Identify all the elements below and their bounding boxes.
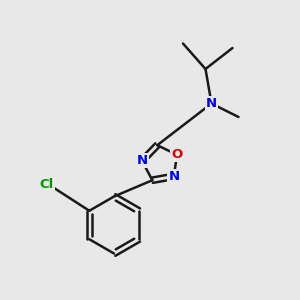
- Text: N: N: [168, 170, 179, 183]
- Text: Cl: Cl: [39, 178, 54, 191]
- Text: N: N: [136, 154, 148, 167]
- Text: N: N: [206, 97, 217, 110]
- Text: O: O: [171, 148, 182, 161]
